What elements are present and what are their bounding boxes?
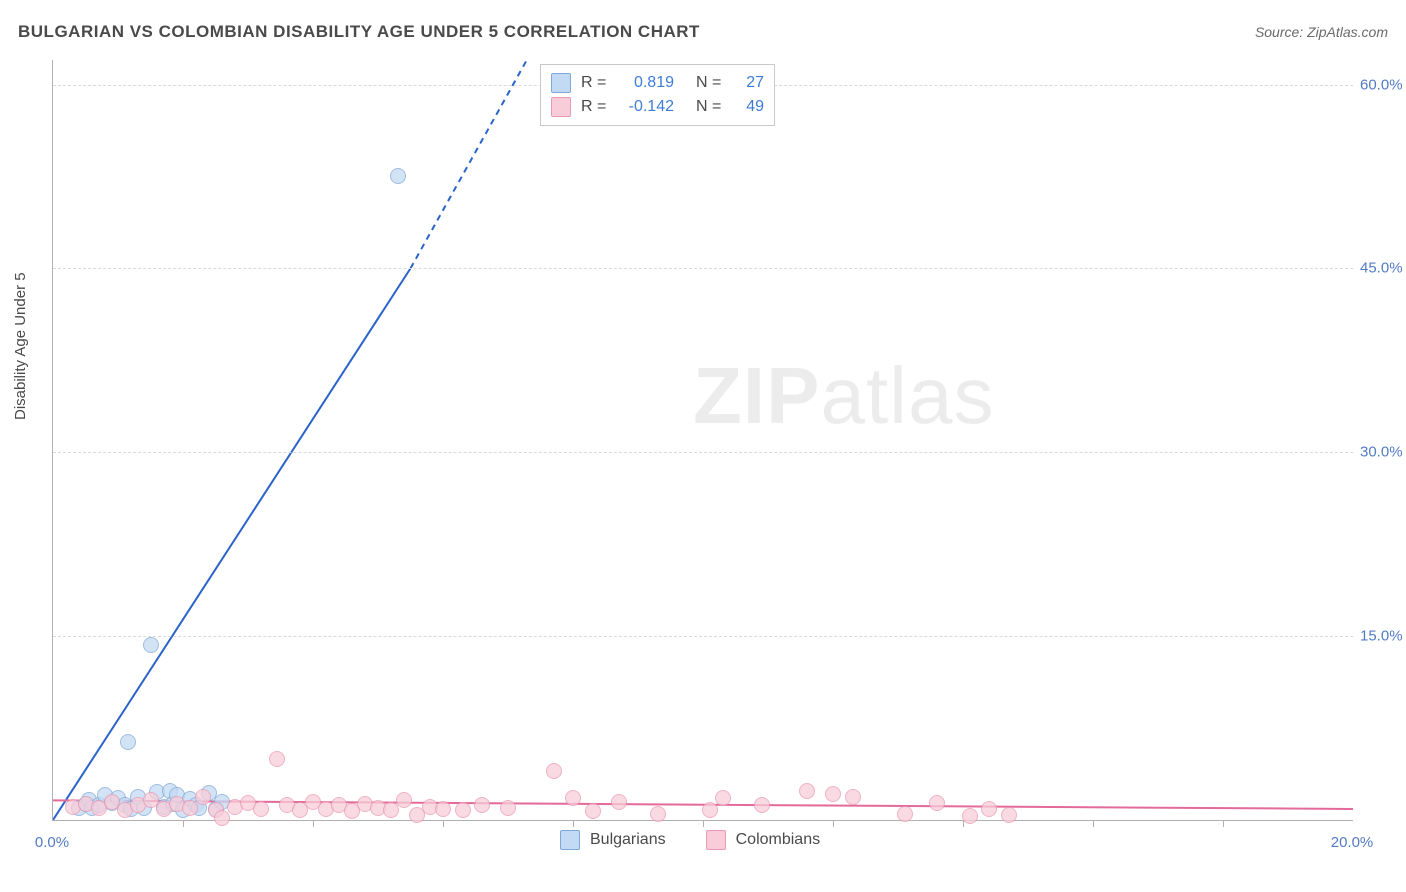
gridline (53, 452, 1353, 453)
stat-n-value: 49 (734, 98, 764, 116)
data-point (143, 637, 159, 653)
y-tick-label: 15.0% (1360, 628, 1406, 645)
series-swatch (551, 97, 571, 117)
data-point (253, 801, 269, 817)
chart-container: BULGARIAN VS COLOMBIAN DISABILITY AGE UN… (0, 0, 1406, 892)
data-point (214, 810, 230, 826)
stat-r-value: -0.142 (619, 98, 674, 116)
trend-line (53, 268, 411, 820)
stat-row: R = -0.142 N = 49 (551, 95, 764, 119)
watermark: ZIPatlas (693, 350, 994, 442)
data-point (981, 801, 997, 817)
stat-label: R = (581, 98, 609, 116)
x-tick-label: 20.0% (1331, 834, 1374, 851)
x-tick (443, 820, 444, 827)
stat-r-value: 0.819 (619, 74, 674, 92)
data-point (715, 790, 731, 806)
legend: Bulgarians Colombians (560, 830, 820, 850)
data-point (845, 789, 861, 805)
data-point (1001, 807, 1017, 823)
gridline (53, 636, 1353, 637)
data-point (500, 800, 516, 816)
y-tick-label: 45.0% (1360, 260, 1406, 277)
data-point (396, 792, 412, 808)
data-point (269, 751, 285, 767)
data-point (565, 790, 581, 806)
data-point (650, 806, 666, 822)
data-point (611, 794, 627, 810)
data-point (799, 783, 815, 799)
data-point (702, 802, 718, 818)
stat-label: N = (696, 74, 724, 92)
trend-line (411, 60, 541, 268)
data-point (474, 797, 490, 813)
data-point (897, 806, 913, 822)
x-tick (833, 820, 834, 827)
legend-label: Colombians (736, 831, 820, 849)
y-tick-label: 30.0% (1360, 444, 1406, 461)
y-tick-label: 60.0% (1360, 76, 1406, 93)
legend-label: Bulgarians (590, 831, 666, 849)
stat-label: R = (581, 74, 609, 92)
data-point (825, 786, 841, 802)
data-point (962, 808, 978, 824)
x-tick-label: 0.0% (35, 834, 69, 851)
legend-item: Colombians (706, 830, 820, 850)
data-point (455, 802, 471, 818)
header: BULGARIAN VS COLOMBIAN DISABILITY AGE UN… (18, 22, 1388, 42)
data-point (754, 797, 770, 813)
stat-label: N = (696, 98, 724, 116)
x-tick (313, 820, 314, 827)
x-tick (703, 820, 704, 827)
data-point (546, 763, 562, 779)
data-point (929, 795, 945, 811)
plot-area: ZIPatlas (52, 60, 1353, 821)
data-point (390, 168, 406, 184)
gridline (53, 268, 1353, 269)
legend-item: Bulgarians (560, 830, 666, 850)
series-swatch (551, 73, 571, 93)
x-tick (1093, 820, 1094, 827)
data-point (585, 803, 601, 819)
data-point (195, 789, 211, 805)
stat-n-value: 27 (734, 74, 764, 92)
x-tick (183, 820, 184, 827)
data-point (120, 734, 136, 750)
data-point (182, 800, 198, 816)
y-axis-title: Disability Age Under 5 (12, 272, 29, 420)
data-point (435, 801, 451, 817)
stat-row: R = 0.819 N = 27 (551, 71, 764, 95)
x-tick (1223, 820, 1224, 827)
legend-swatch (706, 830, 726, 850)
legend-swatch (560, 830, 580, 850)
correlation-stats-box: R = 0.819 N = 27 R = -0.142 N = 49 (540, 64, 775, 126)
chart-title: BULGARIAN VS COLOMBIAN DISABILITY AGE UN… (18, 22, 700, 42)
source-credit: Source: ZipAtlas.com (1255, 24, 1388, 40)
x-tick (573, 820, 574, 827)
trend-lines-layer (53, 60, 1353, 820)
